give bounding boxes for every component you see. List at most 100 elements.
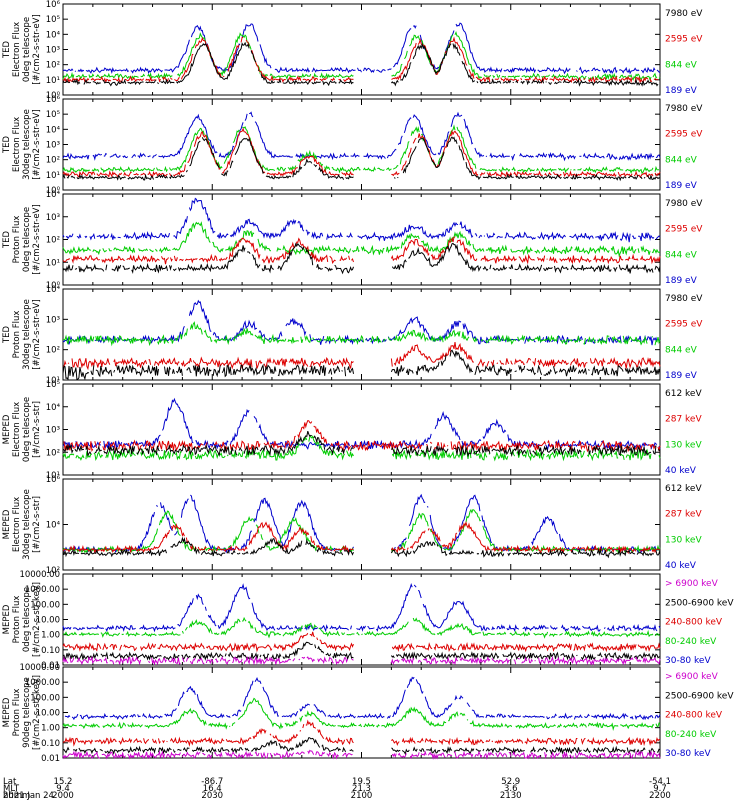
y-tick-label: 1.00 — [41, 724, 60, 734]
legend-label: 40 keV — [665, 561, 697, 571]
x-tick-label-mlt: 9.4 — [56, 784, 70, 794]
y-tick-label: 10.00 — [36, 616, 60, 626]
y-tick-label: 10⁰ — [46, 91, 61, 101]
x-tick-label-mlt: 9.7 — [653, 784, 667, 794]
flux-panel-8: 0.01 0.10 1.00 10.00 100.00 1000.00 10000.00 ME… — [2, 663, 734, 764]
y-tick-label: 10⁵ — [46, 380, 60, 390]
legend-label: 189 eV — [665, 276, 698, 286]
y-tick-label: 10² — [46, 346, 60, 356]
series-line — [62, 430, 661, 458]
series-line — [62, 299, 661, 346]
x-axis-row-label: MLT — [3, 784, 20, 794]
legend-label: 7980 eV — [665, 199, 703, 209]
y-tick-label: 10⁵ — [46, 110, 60, 120]
legend-label: > 6900 keV — [665, 579, 719, 589]
y-axis-label-line: MEPED — [2, 414, 12, 444]
y-tick-label: 0.10 — [41, 739, 60, 749]
y-tick-label: 10⁴ — [46, 30, 61, 40]
y-tick-label: 10¹ — [46, 376, 60, 386]
legend-label: 7980 eV — [665, 9, 703, 19]
y-tick-label: 10¹ — [46, 258, 60, 268]
panel-frame — [62, 573, 661, 666]
y-axis-label-line: Proton Flux — [12, 596, 22, 644]
y-axis-label-line: Proton Flux — [12, 216, 22, 264]
series-line — [62, 236, 661, 265]
series-line — [62, 136, 661, 182]
y-tick-label: 10³ — [46, 315, 60, 325]
y-tick-label: 10¹ — [46, 171, 60, 181]
y-tick-label: 0.01 — [41, 661, 60, 671]
y-tick-label: 10² — [46, 448, 60, 458]
legend-label: 30-80 keV — [665, 656, 711, 666]
x-tick-label-lat: 19.5 — [352, 777, 371, 787]
y-tick-label: 10¹ — [46, 471, 60, 481]
series-line — [62, 655, 661, 666]
legend-label: 844 eV — [665, 345, 698, 355]
legend-label: 130 keV — [665, 440, 702, 450]
legend-label: > 6900 keV — [665, 672, 719, 682]
x-tick-label-hhmm: 2100 — [351, 791, 373, 800]
y-tick-label: 10⁶ — [46, 0, 61, 10]
series-line — [62, 111, 661, 162]
y-axis-label-line: [#/cm2-s-str-eV] — [32, 204, 42, 274]
flux-panel-5: 10¹ 10² 10³ 10⁴ 10⁵ MEPED Electron Flux 0deg te… — [2, 380, 702, 481]
legend-label: 2500-6900 keV — [665, 691, 734, 701]
y-tick-label: 10⁰ — [46, 186, 61, 196]
y-axis-label-line: TED — [2, 40, 12, 59]
series-line — [62, 22, 661, 75]
series-line — [62, 397, 661, 452]
legend-label: 40 keV — [665, 466, 697, 476]
legend-label: 844 eV — [665, 250, 698, 260]
series-line — [63, 37, 660, 82]
y-axis-label-line: 0deg telescope — [22, 207, 32, 272]
x-axis-row-label: Lat — [3, 777, 17, 787]
x-tick-label-mlt: 16.4 — [203, 784, 222, 794]
y-tick-label: 10² — [46, 566, 60, 576]
legend-label: 240-800 keV — [665, 711, 723, 721]
y-tick-label: 100.00 — [30, 600, 60, 610]
series-line — [62, 242, 661, 275]
y-tick-label: 10³ — [46, 141, 60, 151]
time-axis: LatMLThhmm15.29.42000-86.716.4203019.521… — [3, 777, 671, 800]
x-axis-row-label: hhmm — [3, 791, 30, 800]
series-line — [62, 31, 661, 82]
legend-label: 2595 eV — [665, 35, 703, 45]
y-axis-label-line: Electron Flux — [12, 402, 22, 457]
y-tick-label: 10⁵ — [46, 15, 60, 25]
series-line — [62, 536, 661, 559]
y-tick-label: 10² — [46, 236, 60, 246]
flux-panel-2: 10⁰ 10¹ 10² 10³ 10⁴ 10⁵ 10⁶ TED Electron Flux 30d… — [2, 95, 703, 196]
panel-frame — [62, 383, 661, 476]
panel-frame — [62, 193, 661, 286]
legend-label: 7980 eV — [665, 104, 703, 114]
y-axis-label-line: Electron Flux — [12, 117, 22, 172]
y-tick-label: 10000.00 — [19, 663, 60, 673]
panel-frame — [62, 666, 661, 759]
y-axis-label-line: 90deg telescope — [22, 677, 32, 748]
legend-label: 844 eV — [665, 60, 698, 70]
series-line — [62, 631, 661, 653]
y-axis-label-line: TED — [2, 325, 12, 344]
legend-label: 189 eV — [665, 86, 698, 96]
series-line — [62, 349, 661, 381]
legend-label: 2595 eV — [665, 320, 703, 330]
y-tick-label: 10.00 — [36, 709, 60, 719]
y-tick-label: 1.00 — [41, 631, 60, 641]
series-line — [62, 697, 661, 731]
y-axis-label-line: [#/cm2-s-str-keV] — [32, 582, 42, 657]
y-axis-label-line: Proton Flux — [12, 689, 22, 737]
legend-label: 130 keV — [665, 535, 702, 545]
series-line — [62, 641, 661, 661]
y-tick-label: 10000.00 — [19, 570, 60, 580]
series-line — [62, 749, 661, 760]
y-axis-label-line: MEPED — [2, 697, 12, 727]
legend-label: 30-80 keV — [665, 749, 711, 759]
series-line — [62, 493, 660, 554]
y-tick-label: 10¹ — [46, 76, 60, 86]
y-tick-label: 1000.00 — [25, 585, 60, 595]
legend-label: 240-800 keV — [665, 618, 723, 628]
series-line — [62, 737, 661, 756]
y-tick-label: 10⁴ — [46, 521, 61, 531]
legend-label: 189 eV — [665, 181, 698, 191]
legend-label: 287 keV — [665, 415, 702, 425]
